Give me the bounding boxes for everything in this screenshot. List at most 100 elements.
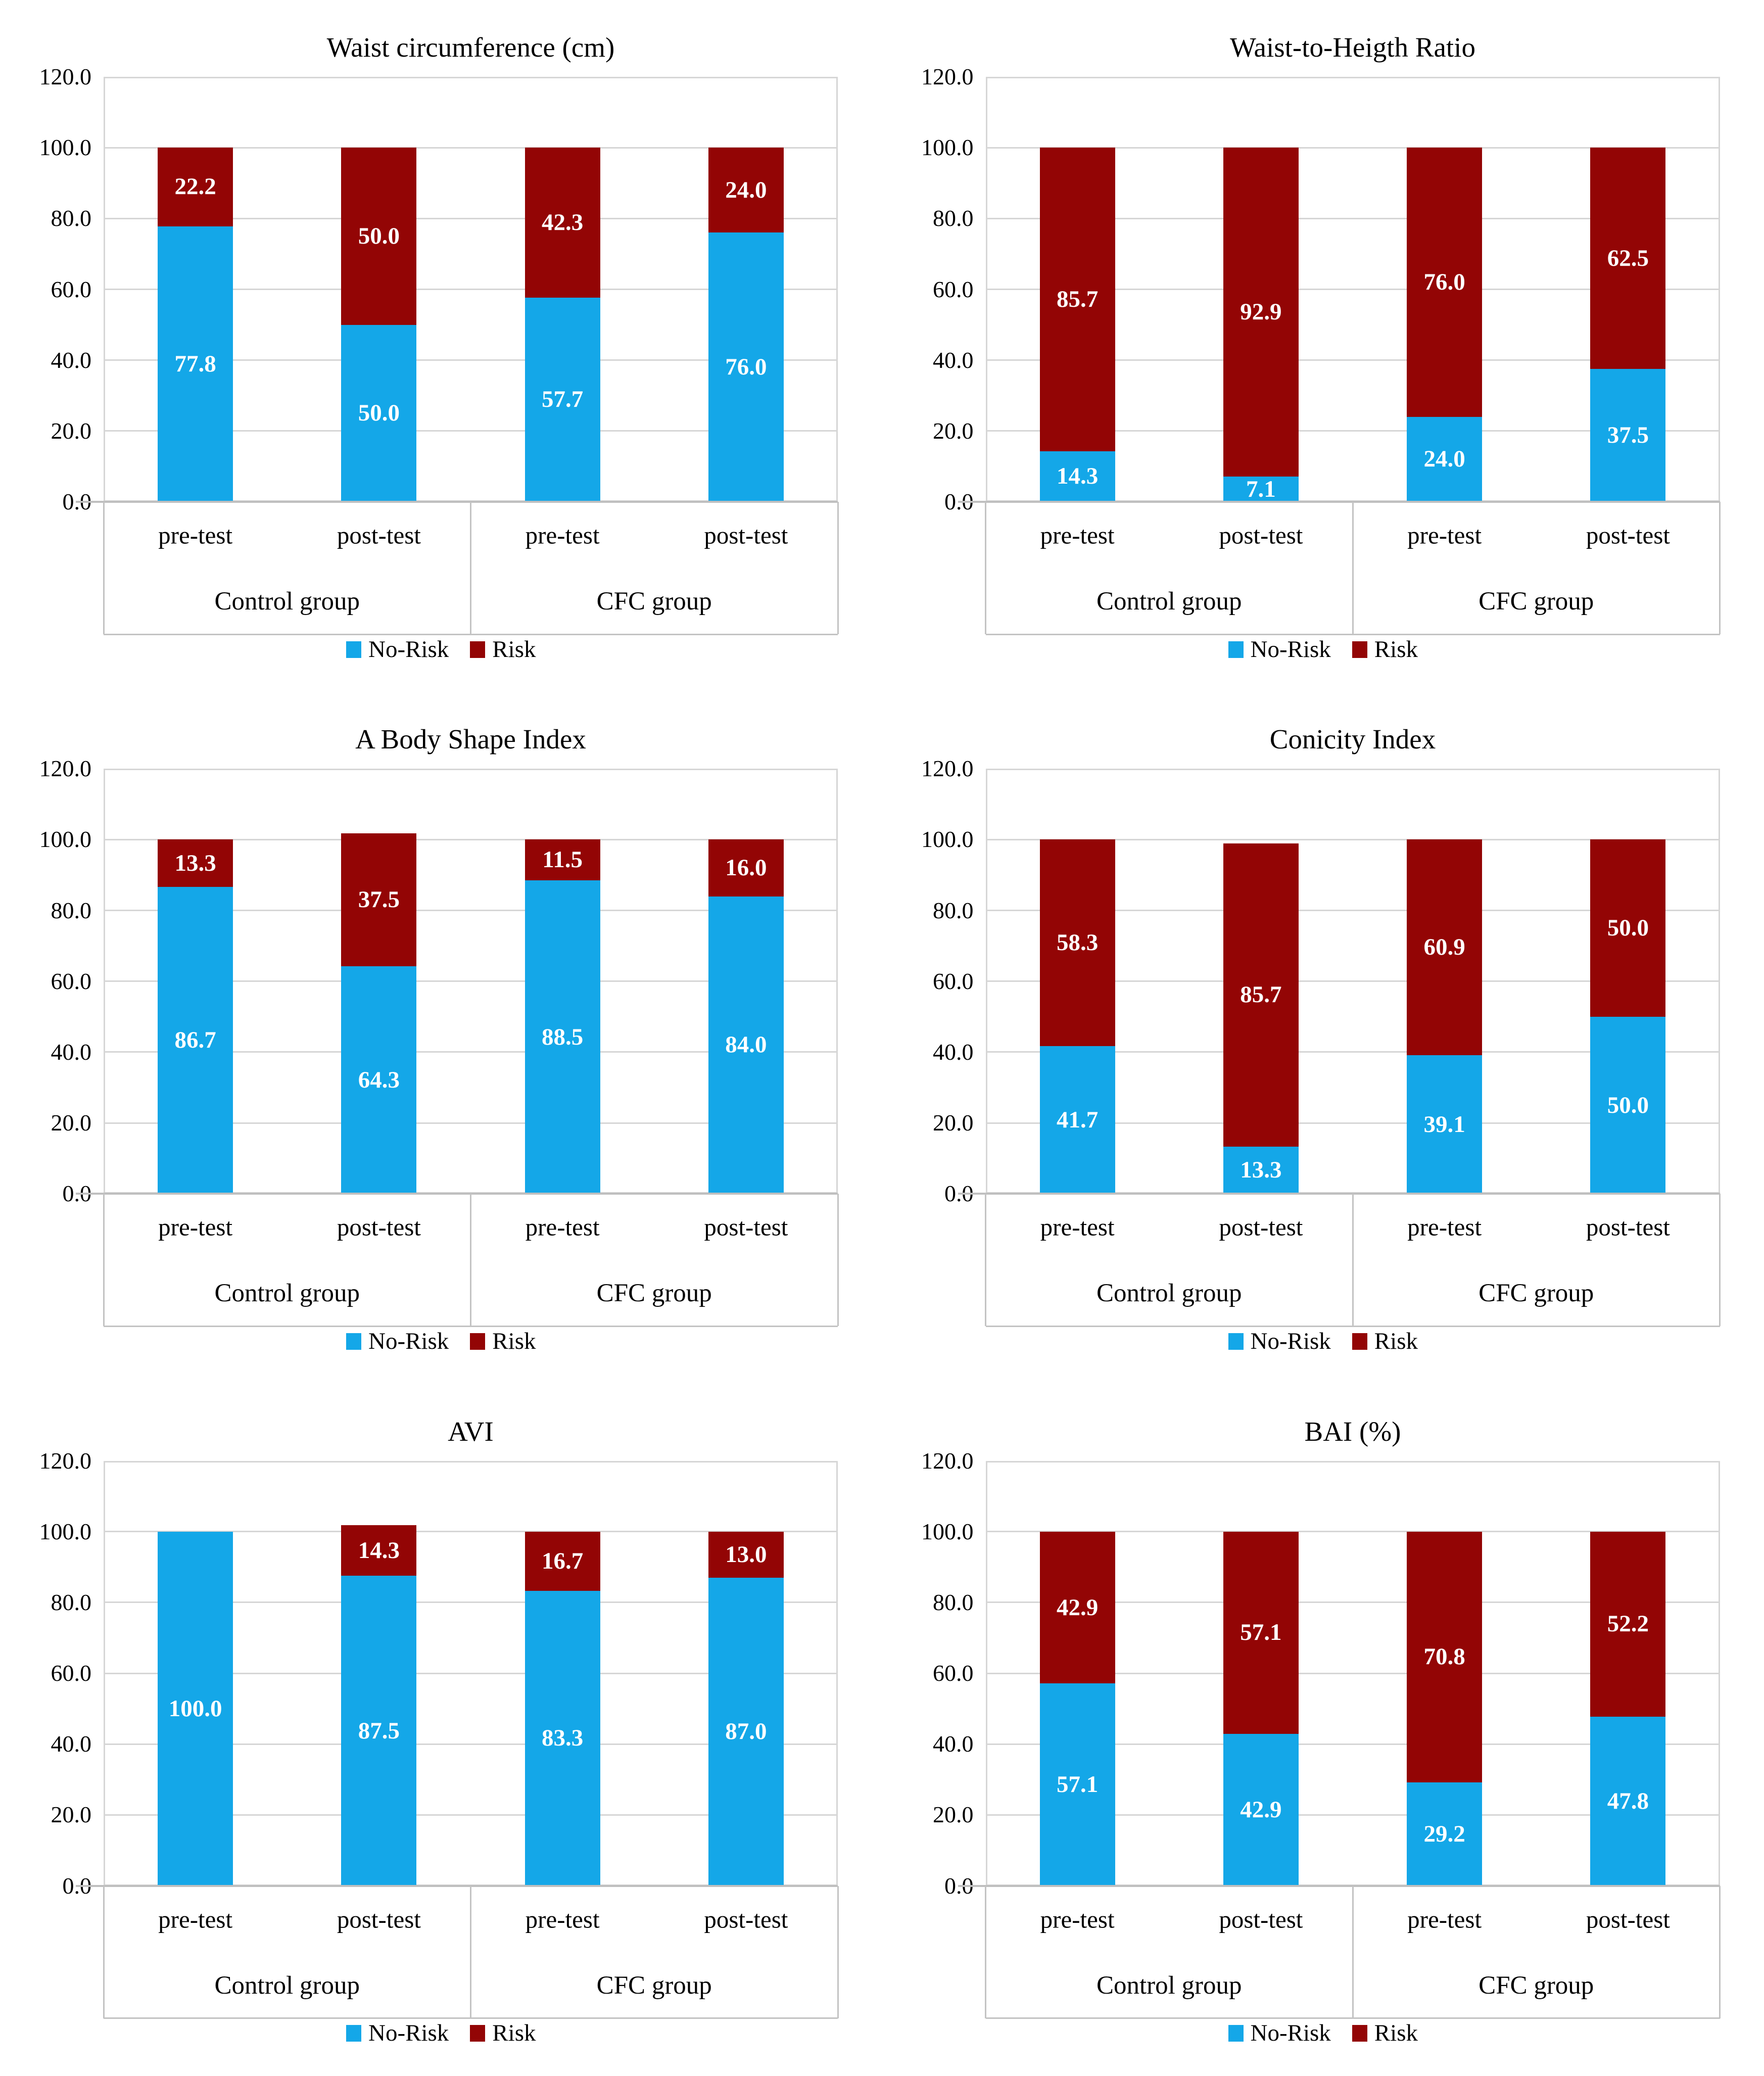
x-axis-group-label: CFC group [1479,1279,1594,1308]
risk-segment: 85.7 [1223,843,1299,1147]
x-axis-category-label: post-test [704,1213,788,1241]
gridline [104,1601,838,1603]
legend-item-no_risk: No-Risk [346,1328,449,1354]
x-axis-line [958,1193,1720,1195]
gridline [985,1531,1720,1533]
risk-value-label: 57.1 [1240,1619,1282,1646]
no_risk-legend-swatch [346,1333,361,1350]
y-axis-tick-label: 100.0 [921,1518,974,1544]
risk-segment: 11.5 [525,839,600,881]
no_risk-legend-swatch [1228,641,1244,658]
x-axis-line [958,1884,1720,1887]
risk-segment: 70.8 [1407,1531,1483,1782]
x-axis-group-label: CFC group [596,1279,712,1308]
risk-value-label: 52.2 [1607,1611,1649,1637]
y-axis-tick-label: 40.0 [51,1731,92,1757]
y-axis-tick-label: 100.0 [921,826,974,853]
legend-label: No-Risk [1250,1328,1331,1354]
legend: No-Risk Risk [0,637,882,662]
no-risk-segment: 37.5 [1590,369,1666,502]
risk-value-label: 37.5 [358,886,400,913]
category-table-vline [1719,502,1721,634]
x-axis-group-label: CFC group [1479,1971,1594,2000]
gridline [985,430,1720,432]
category-table-bottom-line [985,633,1720,635]
risk-segment: 92.9 [1223,148,1299,477]
no-risk-segment: 57.7 [525,297,600,502]
y-axis-tick-label: 80.0 [933,205,974,231]
category-table-vline [985,502,986,634]
gridline [985,289,1720,290]
no-risk-value-label: 37.5 [1607,422,1649,449]
gridline [985,1601,1720,1603]
risk-value-label: 42.3 [542,209,584,235]
gridline [104,289,838,290]
gridline [985,359,1720,361]
x-axis-category-label: pre-test [1407,1213,1482,1241]
no-risk-value-label: 64.3 [358,1066,400,1093]
y-axis-tick-label: 80.0 [933,897,974,923]
x-axis-category-label: pre-test [1407,521,1482,549]
no-risk-segment: 84.0 [708,896,784,1194]
category-table-vline [470,1885,471,2018]
risk-value-label: 50.0 [1607,915,1649,941]
risk-value-label: 58.3 [1057,929,1099,956]
y-axis-tick-label: 80.0 [51,1589,92,1615]
gridline [104,1051,838,1053]
x-axis-group-label: CFC group [596,587,712,616]
no-risk-segment: 14.3 [1039,451,1115,502]
gridline [104,359,838,361]
no-risk-value-label: 86.7 [174,1027,216,1053]
gridline [104,147,838,149]
x-axis-line [76,501,838,503]
no-risk-segment: 57.1 [1039,1683,1115,1886]
legend-label: No-Risk [368,636,449,663]
y-axis-tick-label: 120.0 [39,1447,92,1474]
y-axis-tick-label: 80.0 [51,205,92,231]
y-axis-tick-label: 60.0 [933,276,974,302]
x-axis-category-label: post-test [1586,1905,1670,1933]
no-risk-value-label: 87.5 [358,1717,400,1744]
no-risk-value-label: 29.2 [1423,1820,1465,1847]
risk-segment: 50.0 [1590,839,1666,1017]
no-risk-value-label: 77.8 [174,350,216,377]
risk-segment: 24.0 [708,148,784,233]
no-risk-value-label: 7.1 [1246,476,1276,502]
category-table-vline [985,1194,986,1327]
category-table-vline [470,1194,471,1327]
chart-title: Waist circumference (cm) [326,32,615,63]
chart-title: AVI [448,1416,494,1447]
legend-label: Risk [1374,636,1418,663]
gridline [985,980,1720,982]
gridline [985,1672,1720,1674]
no-risk-value-label: 83.3 [542,1725,584,1752]
risk-value-label: 13.3 [174,850,216,876]
legend-item-no_risk: No-Risk [346,636,449,663]
y-axis-tick-label: 20.0 [933,1802,974,1828]
x-axis-group-label: Control group [214,587,360,616]
no-risk-value-label: 13.3 [1240,1157,1282,1184]
y-axis-tick-label: 20.0 [51,1110,92,1136]
no-risk-segment: 47.8 [1590,1716,1666,1886]
y-axis-tick-label: 100.0 [39,826,92,853]
legend-label: No-Risk [368,1328,449,1354]
no-risk-segment: 50.0 [341,324,417,502]
category-table-vline [985,1885,986,2018]
chart-title: A Body Shape Index [355,724,586,755]
risk-value-label: 16.0 [725,855,767,881]
chart-title: BAI (%) [1304,1416,1401,1447]
risk-segment: 22.2 [158,148,233,226]
no-risk-value-label: 87.0 [725,1718,767,1745]
no-risk-segment: 41.7 [1039,1046,1115,1194]
risk-segment: 50.0 [341,148,417,325]
category-table-bottom-line [104,2017,838,2019]
x-axis-category-label: post-test [704,1905,788,1933]
x-axis-category-label: post-test [1219,521,1303,549]
y-axis-tick-label: 60.0 [51,968,92,994]
category-table-vline [837,502,839,634]
risk-legend-swatch [470,1333,486,1350]
stacked-bar-chart: Conicity Index 0.0 20.0 40.0 60.0 80.0 100.0 1… [882,692,1764,1384]
legend: No-Risk Risk [0,2021,882,2046]
category-table-vline [837,1885,839,2018]
no-risk-value-label: 57.1 [1057,1771,1099,1798]
